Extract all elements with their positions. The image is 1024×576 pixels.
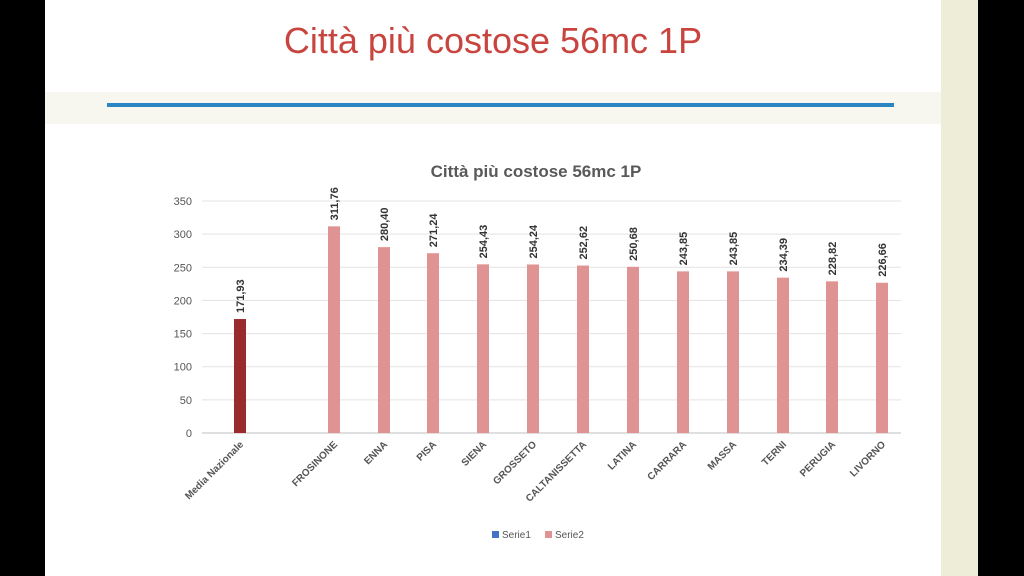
x-tick-label: GROSSETO xyxy=(491,439,539,487)
data-label: 250,68 xyxy=(628,227,640,261)
bar xyxy=(378,247,390,433)
x-tick-label: PISA xyxy=(415,439,439,463)
slide: Città più costose 56mc 1P Città più cost… xyxy=(45,0,941,576)
y-tick-label: 0 xyxy=(186,428,192,440)
title-divider xyxy=(107,103,894,107)
x-tick-label: MASSA xyxy=(706,439,739,472)
x-tick-label: ENNA xyxy=(362,439,390,467)
data-label: 311,76 xyxy=(329,187,341,220)
bar xyxy=(727,271,739,433)
y-tick-label: 150 xyxy=(174,329,192,341)
data-label: 243,85 xyxy=(678,232,690,266)
x-tick-label: TERNI xyxy=(760,439,789,468)
data-label: 171,93 xyxy=(235,279,247,313)
legend-swatch xyxy=(492,531,499,538)
chart-panel: Città più costose 56mc 1P 0 50 100 150 200 25… xyxy=(45,124,941,576)
bar xyxy=(328,226,340,433)
chart-gridlines xyxy=(202,200,901,434)
bar xyxy=(477,264,489,433)
y-axis-ticks: 0 50 100 150 200 250 300 350 xyxy=(174,196,192,440)
x-tick-label: PERUGIA xyxy=(798,439,838,479)
slide-edge xyxy=(941,0,978,576)
bar xyxy=(677,271,689,433)
y-tick-label: 250 xyxy=(174,262,192,274)
x-tick-label: CARRARA xyxy=(646,439,690,483)
data-label: 254,43 xyxy=(478,225,490,259)
x-tick-label: SIENA xyxy=(460,439,489,468)
x-tick-label: FROSINONE xyxy=(290,439,340,489)
bar-chart: Città più costose 56mc 1P 0 50 100 150 200 25… xyxy=(174,162,901,541)
chart-bars xyxy=(234,226,888,433)
data-label: 280,40 xyxy=(379,207,391,241)
data-label: 226,66 xyxy=(877,243,889,277)
x-tick-label: Media Nazionale xyxy=(183,439,246,502)
y-tick-label: 350 xyxy=(174,196,192,208)
x-tick-label: LIVORNO xyxy=(848,439,888,479)
bar xyxy=(577,265,589,433)
legend-label: Serie1 xyxy=(502,530,531,541)
chart-legend: Serie1 Serie2 xyxy=(492,530,584,541)
y-tick-label: 200 xyxy=(174,295,192,307)
x-tick-label: LATINA xyxy=(606,439,639,472)
title-band: Città più costose 56mc 1P xyxy=(45,0,941,92)
bar xyxy=(777,277,789,433)
slide-title: Città più costose 56mc 1P xyxy=(283,20,703,61)
data-label: 271,24 xyxy=(428,213,440,248)
bar xyxy=(627,266,639,433)
y-tick-label: 50 xyxy=(180,395,192,407)
chart-data-labels: 171,93 311,76 280,40 271,24 254,43 254,24 252,… xyxy=(235,187,889,313)
bar xyxy=(527,264,539,433)
bar xyxy=(234,319,246,433)
data-label: 228,82 xyxy=(827,242,839,276)
data-label: 243,85 xyxy=(728,232,740,266)
y-tick-label: 100 xyxy=(174,362,192,374)
chart-title: Città più costose 56mc 1P xyxy=(431,162,642,181)
legend-label: Serie2 xyxy=(555,530,584,541)
data-label: 254,24 xyxy=(528,224,540,259)
x-axis-ticks: Media Nazionale FROSINONE ENNA PISA SIENA GRO… xyxy=(183,439,888,504)
legend-swatch xyxy=(545,531,552,538)
bar xyxy=(427,253,439,433)
data-label: 234,39 xyxy=(778,238,790,272)
data-label: 252,62 xyxy=(578,226,590,260)
bar xyxy=(826,281,838,433)
y-tick-label: 300 xyxy=(174,229,192,241)
bar xyxy=(876,282,888,433)
